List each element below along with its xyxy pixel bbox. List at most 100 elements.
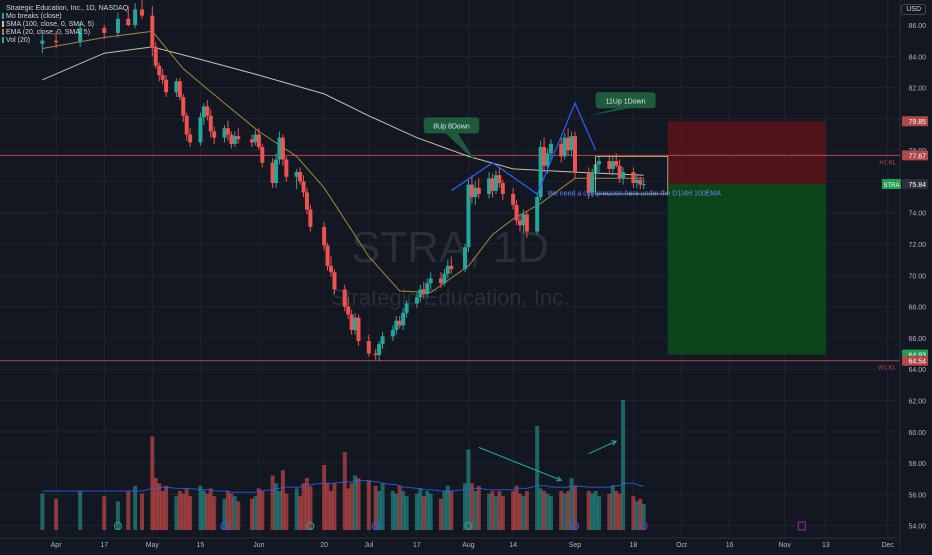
volume-bar	[377, 491, 382, 530]
time-tick-label: Jun	[253, 542, 264, 549]
volume-bar	[284, 493, 289, 530]
candle-body	[380, 336, 385, 345]
volume-bar	[212, 496, 217, 530]
ema20-line	[42, 30, 644, 294]
time-tick-label: Dec	[881, 542, 894, 549]
volume-bar	[473, 491, 478, 530]
candle-body	[404, 303, 409, 313]
stop-loss-zone[interactable]	[667, 121, 826, 184]
volume-bar	[638, 498, 643, 530]
volume-bar	[641, 504, 646, 530]
volume-bar	[401, 491, 406, 530]
price-tick-label: 66.00	[908, 336, 926, 343]
price-tag-label: 75.84	[908, 182, 926, 189]
pattern-trendline[interactable]	[536, 101, 597, 195]
candle-body	[428, 278, 433, 284]
time-tick-label: Oct	[676, 542, 687, 549]
volume-bar	[493, 496, 498, 530]
event-marker[interactable]	[306, 522, 315, 530]
candle-body	[438, 278, 443, 284]
volume-bar	[198, 485, 203, 530]
candle-body	[236, 136, 241, 140]
volume-bar	[133, 485, 138, 530]
volume-bar	[535, 426, 540, 530]
volume-bar	[366, 480, 371, 530]
event-marker[interactable]	[570, 522, 579, 530]
volume-bar	[621, 400, 626, 530]
candle-body	[260, 147, 265, 163]
time-tick-label: May	[146, 542, 160, 549]
price-tick-label: 84.00	[908, 54, 926, 61]
candle-body	[414, 297, 419, 304]
volume-bar	[538, 488, 543, 530]
event-marker[interactable]	[464, 522, 473, 530]
compression-box[interactable]	[595, 156, 669, 195]
volume-bar	[442, 491, 447, 530]
candle-body	[356, 317, 361, 342]
pattern-trendline[interactable]	[450, 161, 538, 195]
price-tick-label: 70.00	[908, 273, 926, 280]
volume-bar	[54, 498, 59, 530]
volume-bar	[518, 493, 523, 530]
volume-bar	[449, 491, 454, 530]
candle-body	[473, 187, 478, 198]
candle-body	[274, 159, 279, 184]
callout-box[interactable]	[595, 92, 656, 109]
candle-body	[184, 115, 189, 135]
event-marker[interactable]	[113, 522, 122, 530]
legend-swatch	[2, 21, 4, 27]
watermark-ticker: STRA, 1D	[351, 223, 549, 272]
candle-body	[232, 136, 237, 144]
event-marker[interactable]	[639, 522, 648, 530]
candle-body	[198, 117, 203, 143]
earnings-marker[interactable]	[797, 521, 806, 531]
volume-bar	[298, 496, 303, 530]
candle-body	[140, 9, 145, 16]
volume-bar	[308, 485, 313, 530]
volume-bar	[260, 491, 265, 530]
volume-bar	[466, 449, 471, 530]
volume-bar	[140, 493, 145, 530]
volume-bar	[253, 496, 258, 530]
take-profit-zone[interactable]	[667, 183, 826, 355]
candle-body	[126, 18, 131, 26]
volume-bar	[256, 488, 261, 530]
volume-bar	[631, 496, 636, 530]
volume-bar	[222, 498, 227, 530]
callout-box[interactable]	[423, 117, 480, 134]
time-tick-label: 16	[726, 542, 734, 549]
candle-body	[40, 40, 45, 44]
candle-body	[212, 131, 217, 138]
candle-body	[562, 137, 567, 157]
volume-bar	[514, 485, 519, 530]
candle-body	[476, 187, 481, 194]
callout-text: 8Up 8Down	[433, 123, 470, 130]
time-tick-label: 13	[822, 542, 830, 549]
candle-body	[597, 161, 602, 165]
volume-bar	[332, 483, 337, 530]
candle-body	[270, 162, 275, 184]
legend-indicator: EMA (20, close, 0, SMA, 5)	[6, 29, 90, 36]
event-marker[interactable]	[371, 522, 380, 530]
volume-bar	[225, 491, 230, 530]
candle-body	[390, 330, 395, 337]
volume-bar	[463, 483, 468, 530]
volume-bar	[353, 475, 358, 530]
volume-arrow[interactable]	[478, 446, 562, 481]
currency-selector[interactable]: USD	[901, 4, 926, 15]
candle-body	[280, 137, 285, 160]
volume-bar	[126, 491, 131, 530]
event-marker[interactable]	[220, 522, 229, 530]
volume-bar	[511, 491, 516, 530]
volume-bar	[78, 491, 83, 530]
volume-arrow[interactable]	[588, 440, 617, 455]
volume-bar	[548, 496, 553, 530]
volume-bar	[373, 485, 378, 530]
candle-body	[634, 179, 639, 184]
candle-body	[133, 9, 138, 26]
candle-body	[572, 136, 577, 173]
candle-body	[150, 15, 155, 47]
price-tick-label: 56.00	[908, 492, 926, 499]
